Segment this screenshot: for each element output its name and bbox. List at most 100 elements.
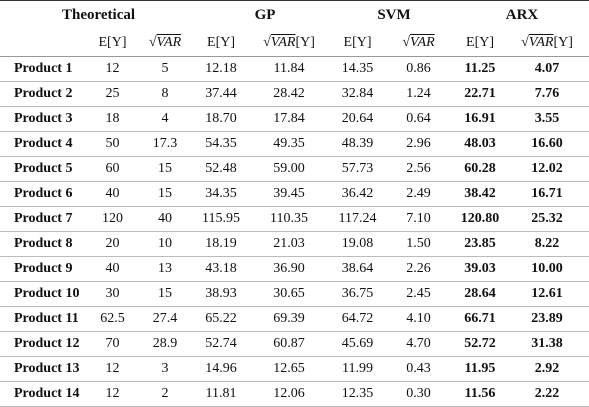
cell: 12.02 <box>505 156 589 182</box>
cell: 36.90 <box>245 256 334 282</box>
row-label: Product 7 <box>0 206 92 232</box>
cell: 23.85 <box>455 231 506 257</box>
cell: 20.64 <box>333 106 383 132</box>
cell: 52.48 <box>197 156 246 182</box>
group-header: Theoretical <box>0 0 198 29</box>
cell: 12 <box>92 56 133 82</box>
column-header: √VAR <box>382 29 456 57</box>
row-label: Product 5 <box>0 156 92 182</box>
cell: 28.9 <box>133 331 198 357</box>
cell: 59.00 <box>245 156 334 182</box>
cell: 8.22 <box>505 231 589 257</box>
cell: 4.07 <box>505 56 589 82</box>
cell: 54.35 <box>197 131 246 157</box>
cell: 15 <box>133 181 198 207</box>
cell: 19.08 <box>333 231 383 257</box>
cell: 3.55 <box>505 106 589 132</box>
cell: 62.5 <box>92 306 133 332</box>
cell: 48.39 <box>333 131 383 157</box>
cell: 60 <box>92 156 133 182</box>
table-row: Product 5 60 15 52.48 59.00 57.73 2.56 60.28 12.… <box>0 156 589 182</box>
group-row: Theoretical GP SVM ARX <box>0 0 589 29</box>
cell: 15 <box>133 281 198 307</box>
cell: 27.4 <box>133 306 198 332</box>
cell: 49.35 <box>245 131 334 157</box>
cell: 45.69 <box>333 331 383 357</box>
column-header: √VAR <box>133 29 198 57</box>
cell: 2.56 <box>382 156 456 182</box>
row-label: Product 1 <box>0 56 92 82</box>
table-body: Product 1 12 5 12.18 11.84 14.35 0.86 11.25 4.07… <box>0 56 589 407</box>
cell: 0.86 <box>382 56 456 82</box>
cell: 0.64 <box>382 106 456 132</box>
cell: 32.84 <box>333 81 383 107</box>
cell: 17.3 <box>133 131 198 157</box>
cell: 30 <box>92 281 133 307</box>
corner-cell <box>0 29 92 57</box>
cell: 37.44 <box>197 81 246 107</box>
table-row: Product 7 120 40 115.95 110.35 117.24 7.10 120.… <box>0 206 589 232</box>
cell: 18 <box>92 106 133 132</box>
cell: 110.35 <box>245 206 334 232</box>
cell: 16.91 <box>455 106 506 132</box>
cell: 115.95 <box>197 206 246 232</box>
row-label: Product 2 <box>0 81 92 107</box>
cell: 50 <box>92 131 133 157</box>
row-label: Product 10 <box>0 281 92 307</box>
table-row: Product 3 18 4 18.70 17.84 20.64 0.64 16.91 3.55 <box>0 106 589 132</box>
cell: 48.03 <box>455 131 506 157</box>
row-label: Product 9 <box>0 256 92 282</box>
cell: 12.65 <box>245 356 334 382</box>
cell: 14.96 <box>197 356 246 382</box>
table-row: Product 13 12 3 14.96 12.65 11.99 0.43 11.95 2.9… <box>0 356 589 382</box>
row-label: Product 13 <box>0 356 92 382</box>
cell: 43.18 <box>197 256 246 282</box>
cell: 11.99 <box>333 356 383 382</box>
cell: 23.89 <box>505 306 589 332</box>
cell: 11.95 <box>455 356 506 382</box>
cell: 4 <box>133 106 198 132</box>
cell: 12 <box>92 356 133 382</box>
cell: 60.87 <box>245 331 334 357</box>
cell: 39.03 <box>455 256 506 282</box>
cell: 120 <box>92 206 133 232</box>
cell: 2.92 <box>505 356 589 382</box>
cell: 30.65 <box>245 281 334 307</box>
cell: 10 <box>133 231 198 257</box>
cell: 69.39 <box>245 306 334 332</box>
cell: 36.42 <box>333 181 383 207</box>
cell: 2.49 <box>382 181 456 207</box>
cell: 52.72 <box>455 331 506 357</box>
table-row: Product 8 20 10 18.19 21.03 19.08 1.50 23.85 8.2… <box>0 231 589 257</box>
cell: 22.71 <box>455 81 506 107</box>
cell: 12.18 <box>197 56 246 82</box>
cell: 14.35 <box>333 56 383 82</box>
cell: 8 <box>133 81 198 107</box>
cell: 16.60 <box>505 131 589 157</box>
column-header: E[Y] <box>92 29 133 57</box>
cell: 1.24 <box>382 81 456 107</box>
group-header: SVM <box>333 0 456 29</box>
cell: 15 <box>133 156 198 182</box>
column-header: √VAR[Y] <box>505 29 589 57</box>
cell: 21.03 <box>245 231 334 257</box>
table-row: Product 1 12 5 12.18 11.84 14.35 0.86 11.25 4.07 <box>0 56 589 82</box>
table-row: Product 2 25 8 37.44 28.42 32.84 1.24 22.71 7.76 <box>0 81 589 107</box>
cell: 2.26 <box>382 256 456 282</box>
cell: 57.73 <box>333 156 383 182</box>
cell: 38.64 <box>333 256 383 282</box>
column-header: E[Y] <box>197 29 246 57</box>
cell: 40 <box>133 206 198 232</box>
cell: 38.93 <box>197 281 246 307</box>
table-row: Product 10 30 15 38.93 30.65 36.75 2.45 28.64 12… <box>0 281 589 307</box>
cell: 3 <box>133 356 198 382</box>
cell: 16.71 <box>505 181 589 207</box>
cell: 20 <box>92 231 133 257</box>
cell: 38.42 <box>455 181 506 207</box>
cell: 34.35 <box>197 181 246 207</box>
cell: 40 <box>92 181 133 207</box>
cell: 1.50 <box>382 231 456 257</box>
table-head: Theoretical GP SVM ARX E[Y] √VAR E[Y] √VAR[Y] E… <box>0 0 589 57</box>
